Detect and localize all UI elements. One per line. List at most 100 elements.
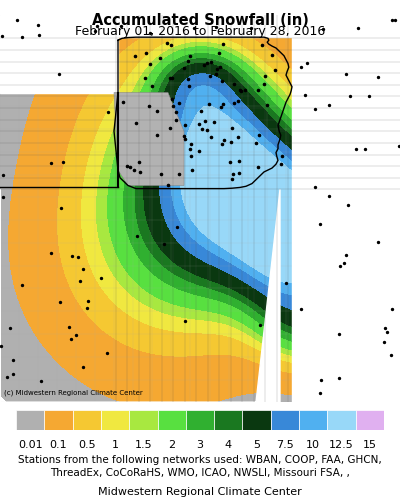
Point bbox=[375, 237, 382, 245]
Point bbox=[278, 160, 284, 168]
Point bbox=[202, 117, 208, 125]
Point bbox=[60, 158, 66, 166]
Point bbox=[214, 65, 221, 73]
Point bbox=[389, 16, 396, 24]
Point bbox=[213, 23, 219, 31]
Point bbox=[229, 124, 236, 132]
Point bbox=[283, 279, 290, 287]
Point bbox=[382, 324, 388, 332]
Point bbox=[219, 140, 226, 148]
Point bbox=[366, 92, 372, 100]
Polygon shape bbox=[0, 15, 400, 37]
Text: 7.5: 7.5 bbox=[276, 440, 294, 450]
Polygon shape bbox=[0, 15, 400, 402]
Point bbox=[207, 72, 214, 80]
Point bbox=[298, 305, 304, 313]
Text: 12.5: 12.5 bbox=[329, 440, 354, 450]
Point bbox=[104, 108, 111, 116]
Point bbox=[134, 232, 140, 240]
Text: Midwestern Regional Climate Center: Midwestern Regional Climate Center bbox=[98, 487, 302, 497]
Point bbox=[211, 118, 217, 126]
Bar bbox=[242, 410, 271, 430]
Point bbox=[36, 32, 42, 40]
Point bbox=[126, 163, 133, 171]
Point bbox=[326, 192, 332, 200]
Point bbox=[336, 330, 342, 338]
Point bbox=[347, 92, 353, 100]
Point bbox=[362, 145, 368, 153]
Point bbox=[169, 96, 175, 104]
Point bbox=[188, 139, 194, 147]
Point bbox=[18, 33, 25, 41]
Point bbox=[136, 168, 143, 176]
Point bbox=[252, 139, 259, 147]
Point bbox=[343, 252, 349, 260]
Point bbox=[77, 277, 84, 285]
Point bbox=[204, 126, 210, 134]
Point bbox=[67, 335, 74, 343]
Text: 4: 4 bbox=[225, 440, 232, 450]
Point bbox=[10, 370, 16, 378]
Point bbox=[392, 16, 398, 24]
Text: Stations from the following networks used: WBAN, COOP, FAA, GHCN,: Stations from the following networks use… bbox=[18, 455, 382, 465]
Point bbox=[84, 304, 90, 312]
Point bbox=[165, 181, 171, 189]
Point bbox=[355, 25, 361, 33]
Point bbox=[84, 297, 91, 305]
Bar bbox=[101, 410, 129, 430]
Point bbox=[259, 41, 265, 49]
Point bbox=[98, 274, 104, 282]
Text: 2: 2 bbox=[168, 440, 175, 450]
Point bbox=[208, 58, 214, 66]
Point bbox=[226, 158, 233, 166]
Point bbox=[216, 49, 222, 57]
Point bbox=[257, 320, 264, 328]
Point bbox=[132, 119, 139, 127]
Text: 0.01: 0.01 bbox=[18, 440, 42, 450]
Point bbox=[56, 298, 63, 306]
Point bbox=[170, 102, 176, 110]
Point bbox=[19, 281, 26, 289]
Point bbox=[200, 61, 207, 69]
Point bbox=[124, 161, 130, 170]
Point bbox=[136, 158, 142, 166]
Point bbox=[188, 152, 194, 160]
Point bbox=[213, 69, 219, 77]
Point bbox=[104, 349, 110, 357]
Polygon shape bbox=[0, 15, 118, 93]
Point bbox=[318, 376, 324, 384]
Point bbox=[238, 87, 244, 95]
Point bbox=[236, 170, 242, 178]
Text: 5: 5 bbox=[253, 440, 260, 450]
Point bbox=[343, 69, 349, 77]
Point bbox=[320, 25, 326, 33]
Point bbox=[263, 101, 270, 109]
Point bbox=[388, 351, 394, 359]
Point bbox=[196, 147, 202, 155]
Point bbox=[228, 175, 235, 183]
Point bbox=[247, 24, 254, 32]
Point bbox=[255, 163, 261, 171]
Point bbox=[38, 377, 44, 385]
Point bbox=[182, 317, 188, 325]
Point bbox=[220, 101, 226, 109]
Bar bbox=[271, 410, 299, 430]
Point bbox=[191, 24, 197, 32]
Bar bbox=[327, 410, 356, 430]
Point bbox=[146, 102, 152, 110]
Point bbox=[182, 135, 188, 143]
Point bbox=[255, 86, 261, 94]
Point bbox=[272, 66, 278, 74]
Point bbox=[206, 100, 212, 108]
Point bbox=[73, 331, 80, 339]
Point bbox=[167, 124, 173, 132]
Point bbox=[10, 356, 16, 364]
Point bbox=[396, 141, 400, 149]
Point bbox=[157, 54, 163, 62]
Bar bbox=[299, 410, 327, 430]
Point bbox=[230, 170, 237, 178]
Point bbox=[74, 253, 81, 261]
Point bbox=[326, 101, 333, 109]
Bar bbox=[129, 410, 158, 430]
Point bbox=[208, 133, 214, 141]
